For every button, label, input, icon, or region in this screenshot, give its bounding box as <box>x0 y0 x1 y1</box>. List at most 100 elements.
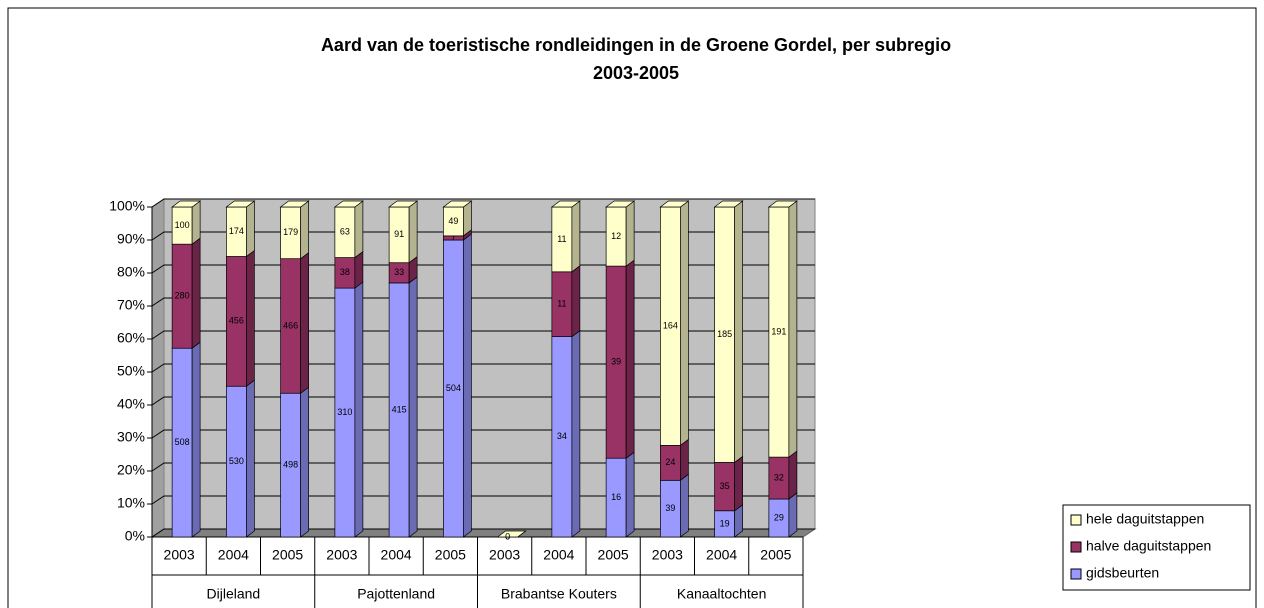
bar-top <box>713 200 744 208</box>
value-label: 39 <box>611 357 621 367</box>
bar-top <box>767 200 798 208</box>
bar-top <box>605 200 636 208</box>
bar-top <box>496 530 527 538</box>
value-label: 35 <box>720 481 730 491</box>
value-label: 174 <box>229 226 244 236</box>
bar-side <box>300 200 309 260</box>
value-label: 29 <box>774 512 784 522</box>
y-tick-label: 60% <box>117 330 145 346</box>
bar-side <box>680 200 689 447</box>
y-tick-label: 40% <box>117 396 145 412</box>
y-tick-label: 10% <box>117 495 145 511</box>
value-label: 100 <box>175 220 190 230</box>
bar-side <box>463 233 472 538</box>
x-tick-label: 2005 <box>760 547 791 563</box>
value-label: 32 <box>774 472 784 482</box>
value-label: 16 <box>611 492 621 502</box>
group-label: Brabantse Kouters <box>501 586 617 602</box>
grid-line <box>151 330 815 340</box>
x-tick-label: 2005 <box>435 547 466 563</box>
x-tick-label: 2004 <box>381 547 412 563</box>
grid-line <box>151 396 815 406</box>
grid-line <box>151 495 815 505</box>
value-label: 34 <box>557 431 567 441</box>
grid-line <box>151 198 815 208</box>
group-label: Kanaaltochten <box>677 586 767 602</box>
bar-top <box>550 200 581 208</box>
y-tick-label: 70% <box>117 297 145 313</box>
bar-side <box>246 379 255 538</box>
value-label: 185 <box>717 329 732 339</box>
bar-side <box>300 251 309 394</box>
bar-side <box>734 455 743 512</box>
x-tick-label: 2003 <box>326 547 357 563</box>
grid-line <box>151 264 815 274</box>
bar-side <box>734 200 743 464</box>
value-label: 179 <box>283 227 298 237</box>
x-tick-label: 2005 <box>598 547 629 563</box>
value-label: 19 <box>720 518 730 528</box>
value-label: 11 <box>557 234 566 244</box>
legend-label: gidsbeurten <box>1086 565 1159 581</box>
value-label: 456 <box>229 316 244 326</box>
y-tick-label: 20% <box>117 462 145 478</box>
bar-side <box>680 438 689 482</box>
grid-line <box>151 231 815 241</box>
bar-top <box>225 200 256 208</box>
value-label: 33 <box>394 267 404 277</box>
bar-top <box>333 200 364 208</box>
y-tick-label: 80% <box>117 264 145 280</box>
bar-side <box>788 450 798 500</box>
chart-title: Aard van de toeristische rondleidingen i… <box>321 35 951 55</box>
value-label: 504 <box>446 383 461 393</box>
grid-line <box>151 462 815 472</box>
bar-top <box>279 200 310 208</box>
value-label: 39 <box>665 503 675 513</box>
bar-side <box>191 200 201 245</box>
x-tick-label: 2004 <box>218 547 249 563</box>
grid-line <box>151 297 815 307</box>
bar-side <box>300 386 309 538</box>
legend-swatch <box>1070 568 1082 580</box>
x-tick-label: 2004 <box>543 547 574 563</box>
value-label: 530 <box>229 456 244 466</box>
value-label: 164 <box>663 321 678 331</box>
x-tick-label: 2005 <box>272 547 303 563</box>
grid-line <box>151 528 815 538</box>
bar-side <box>354 281 364 538</box>
value-label: 49 <box>448 216 458 226</box>
bar-side <box>571 265 581 338</box>
y-tick-label: 30% <box>117 429 145 445</box>
y-tick-label: 0% <box>125 528 145 544</box>
grid-line <box>151 429 815 439</box>
y-tick-label: 100% <box>109 198 145 214</box>
bar-side <box>191 237 201 349</box>
bar-side <box>246 249 255 387</box>
value-label: 0 <box>505 531 510 541</box>
bar-top <box>659 200 690 208</box>
value-label: 38 <box>340 267 350 277</box>
value-label: 310 <box>337 407 352 417</box>
bar-side <box>625 451 635 538</box>
bar-side <box>788 492 798 538</box>
x-tick-label: 2004 <box>706 547 737 563</box>
group-label: Dijleland <box>207 586 261 602</box>
value-label: 280 <box>175 291 190 301</box>
value-label: 91 <box>394 229 404 239</box>
y-tick-label: 90% <box>117 231 145 247</box>
legend-label: hele daguitstappen <box>1086 511 1204 527</box>
value-label: 24 <box>665 457 675 467</box>
value-label: 63 <box>340 227 350 237</box>
bar-side <box>191 341 201 538</box>
bar-top <box>442 200 473 208</box>
value-label: 12 <box>611 231 621 241</box>
chart-subtitle: 2003-2005 <box>593 63 679 83</box>
legend-label: halve daguitstappen <box>1086 538 1211 554</box>
legend-swatch <box>1070 514 1082 526</box>
x-tick-label: 2003 <box>489 547 520 563</box>
x-tick-label: 2003 <box>164 547 195 563</box>
bar-side <box>625 259 635 459</box>
y-tick-label: 50% <box>117 363 145 379</box>
bar-side <box>680 473 689 538</box>
bar-side <box>571 200 581 273</box>
